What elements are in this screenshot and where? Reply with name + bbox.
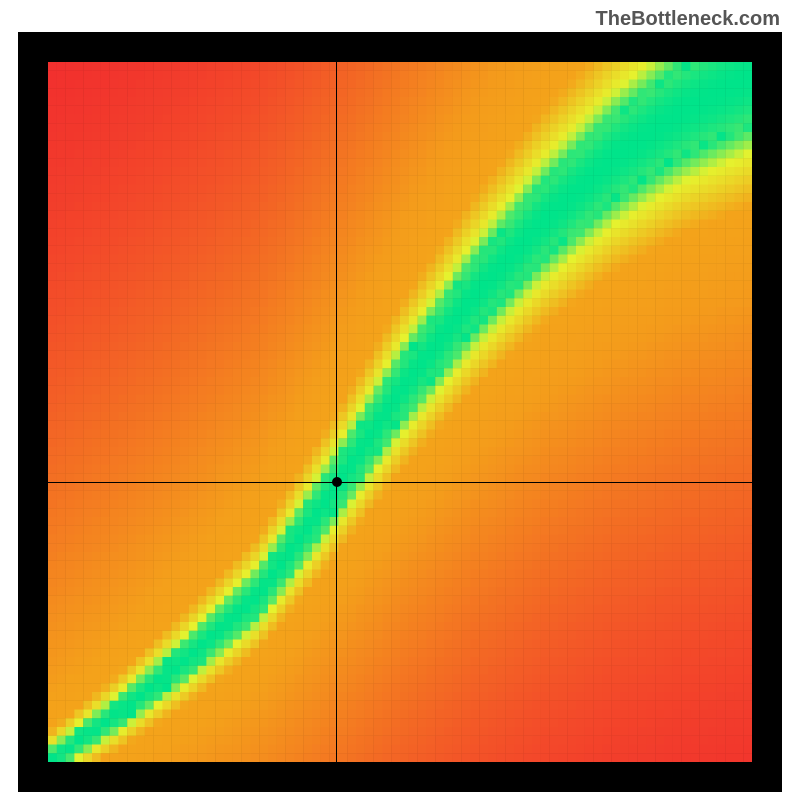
chart-container: TheBottleneck.com	[0, 0, 800, 800]
data-point-marker	[332, 477, 342, 487]
plot-area	[48, 62, 752, 762]
heatmap	[48, 62, 752, 762]
crosshair-horizontal	[48, 482, 752, 483]
crosshair-vertical	[336, 62, 337, 762]
watermark: TheBottleneck.com	[596, 8, 780, 31]
